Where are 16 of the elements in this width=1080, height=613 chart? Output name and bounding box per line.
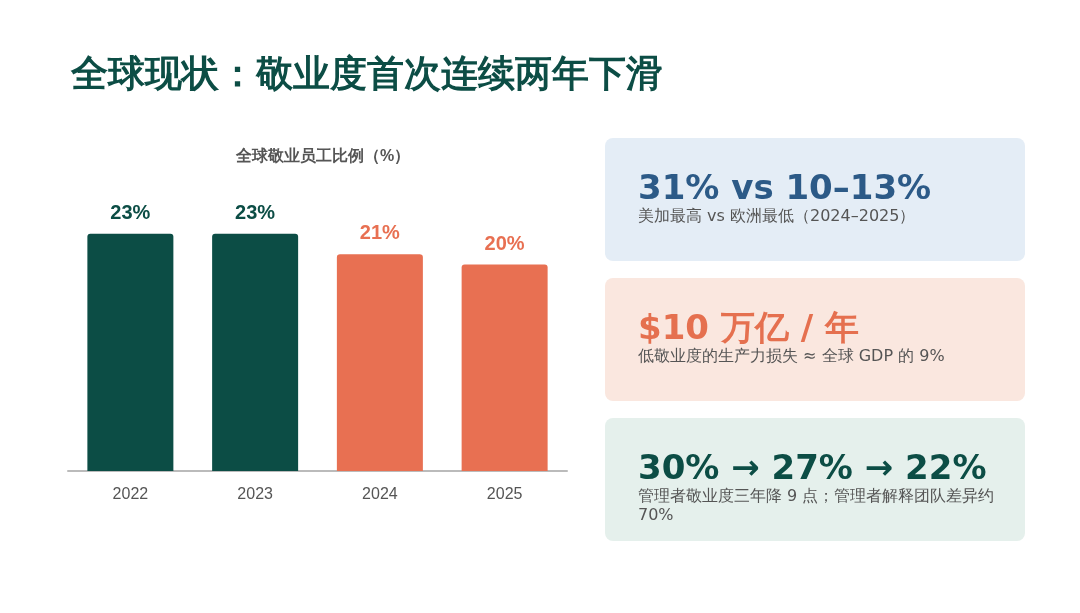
text: 美加最高 vs 欧洲最低（2024–2025） (638, 206, 917, 225)
x-tick-label: 2025 (486, 484, 523, 502)
text: 低敬业度的生产力损失 ≈ 全球 GDP 的 9% (638, 346, 946, 365)
x-tick-label: 2022 (112, 484, 149, 502)
chart-subtitle: 全球敬业员工比例（%） (234, 146, 411, 165)
text: 管理者敬业度三年降 9 点；管理者解释团队差异约 70% (638, 486, 996, 524)
text: 31% vs 10–13% (638, 167, 933, 207)
x-tick-label: 2024 (362, 484, 398, 502)
data-label: 23% (235, 200, 276, 223)
text: $10 万亿 / 年 (638, 307, 860, 347)
text: 30% → 27% → 22% (638, 447, 988, 487)
data-label: 23% (110, 200, 151, 223)
data-label: 20% (484, 231, 525, 254)
data-label: 21% (359, 221, 401, 244)
chart-title: 全球现状：敬业度首次连续两年下滑 (70, 53, 663, 94)
x-tick-label: 2023 (237, 484, 274, 502)
